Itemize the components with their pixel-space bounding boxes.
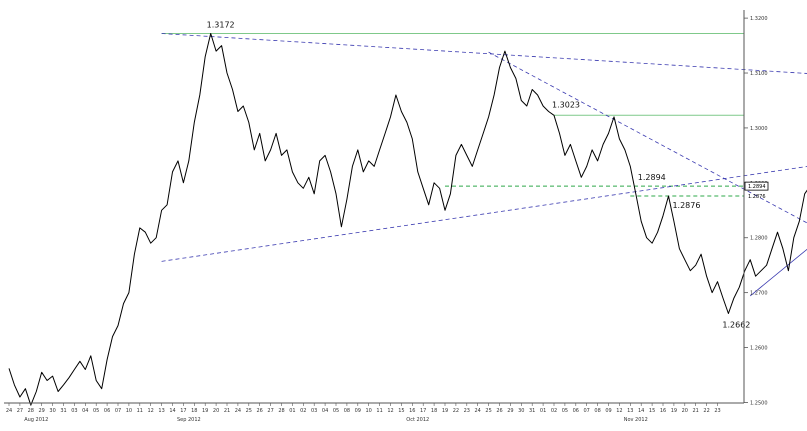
price-series	[8, 33, 807, 406]
last-value-frame	[744, 181, 769, 191]
x-tick-label-7: 04	[82, 408, 88, 414]
x-tick-label-45: 26	[496, 408, 502, 414]
last-value-box: 1.2894 1.2876	[744, 181, 769, 200]
x-tick-label-35: 12	[387, 408, 393, 414]
x-tick-label-52: 06	[573, 408, 579, 414]
x-tick-label-57: 13	[627, 408, 633, 414]
x-tick-label-44: 25	[485, 408, 491, 414]
x-tick-label-63: 21	[693, 408, 699, 414]
x-tick-label-65: 23	[714, 408, 720, 414]
x-tick-label-19: 20	[213, 408, 219, 414]
y-tick-label-4: 1.2800	[750, 236, 768, 242]
x-tick-label-38: 17	[420, 408, 426, 414]
x-tick-label-8: 05	[93, 408, 99, 414]
annotation-label-1: 1.3023	[552, 100, 580, 109]
x-axis-ticks: 24 27 28 29 30 31 03 04 05 06 07 10 11 12 13 14 17 18 19 20…	[6, 403, 721, 423]
x-tick-label-25: 28	[278, 408, 284, 414]
x-tick-label-46: 29	[507, 408, 513, 414]
x-tick-label-17: 18	[191, 408, 197, 414]
x-tick-label-21: 24	[235, 408, 241, 414]
x-tick-label-62: 20	[682, 408, 688, 414]
x-tick-label-37: 16	[409, 408, 415, 414]
x-tick-label-5: 31	[60, 408, 66, 414]
x-tick-label-54: 08	[594, 408, 600, 414]
last-value-secondary-label: 1.2876	[748, 194, 766, 200]
x-tick-label-42: 23	[464, 408, 470, 414]
x-tick-label-13: 12	[148, 408, 154, 414]
x-tick-label-55: 09	[605, 408, 611, 414]
horizontal-levels	[161, 32, 744, 197]
annotation-label-4: 1.2662	[722, 321, 750, 330]
trendlines	[161, 33, 807, 297]
x-tick-label-48: 31	[529, 408, 535, 414]
x-month-label-2: Oct 2012	[406, 417, 429, 423]
x-tick-label-4: 30	[49, 408, 55, 414]
x-tick-label-33: 10	[366, 408, 372, 414]
x-month-label-0: Aug 2012	[24, 417, 48, 423]
y-tick-label-0: 1.3200	[750, 16, 768, 22]
x-tick-label-50: 02	[551, 408, 557, 414]
x-tick-label-41: 22	[453, 408, 459, 414]
x-tick-label-47: 30	[518, 408, 524, 414]
x-tick-label-51: 05	[562, 408, 568, 414]
x-tick-label-60: 16	[660, 408, 666, 414]
x-tick-label-58: 14	[638, 408, 644, 414]
x-tick-label-1: 27	[17, 408, 23, 414]
x-tick-label-43: 24	[475, 408, 481, 414]
x-tick-label-16: 17	[180, 408, 186, 414]
x-tick-label-15: 14	[169, 408, 175, 414]
x-tick-label-23: 26	[257, 408, 263, 414]
y-tick-label-1: 1.3100	[750, 71, 768, 77]
x-tick-label-0: 24	[6, 408, 12, 414]
x-tick-label-6: 03	[71, 408, 77, 414]
x-tick-label-3: 29	[39, 408, 45, 414]
annotations: 1.3172 1.3023 1.2894 1.2876 1.2662	[207, 20, 751, 329]
y-tick-label-5: 1.2700	[750, 291, 768, 297]
x-tick-label-12: 11	[137, 408, 143, 414]
x-tick-label-53: 07	[584, 408, 590, 414]
annotation-label-3: 1.2876	[672, 201, 700, 210]
annotation-label-0: 1.3172	[207, 20, 235, 29]
x-tick-label-40: 19	[442, 408, 448, 414]
x-tick-label-36: 15	[398, 408, 404, 414]
x-tick-label-61: 19	[671, 408, 677, 414]
x-tick-label-29: 04	[322, 408, 328, 414]
x-tick-label-31: 08	[344, 408, 350, 414]
x-tick-label-24: 27	[267, 408, 273, 414]
x-tick-label-64: 22	[703, 408, 709, 414]
x-month-label-3: Nov 2012	[624, 417, 648, 423]
x-tick-label-39: 18	[431, 408, 437, 414]
last-value-label: 1.2894	[748, 184, 766, 190]
x-tick-label-56: 12	[616, 408, 622, 414]
trendline-1	[161, 166, 807, 262]
x-tick-label-28: 03	[311, 408, 317, 414]
price-line	[8, 33, 807, 406]
trendline-3	[749, 248, 807, 297]
y-tick-label-7: 1.2500	[750, 400, 768, 406]
y-tick-label-2: 1.3000	[750, 126, 768, 132]
y-tick-label-6: 1.2600	[750, 346, 768, 352]
x-tick-label-32: 09	[355, 408, 361, 414]
x-tick-label-26: 01	[289, 408, 295, 414]
x-month-label-1: Sep 2012	[177, 417, 201, 423]
x-tick-label-34: 11	[376, 408, 382, 414]
x-tick-label-2: 28	[28, 408, 34, 414]
x-tick-label-22: 25	[246, 408, 252, 414]
x-tick-label-20: 21	[224, 408, 230, 414]
x-tick-label-27: 02	[300, 408, 306, 414]
annotation-label-2: 1.2894	[638, 173, 666, 182]
x-tick-label-30: 05	[333, 408, 339, 414]
trendline-0	[161, 33, 807, 74]
x-tick-label-9: 06	[104, 408, 110, 414]
x-tick-label-18: 19	[202, 408, 208, 414]
x-tick-label-59: 15	[649, 408, 655, 414]
x-tick-label-14: 13	[158, 408, 164, 414]
x-tick-label-10: 07	[115, 408, 121, 414]
x-tick-label-11: 10	[126, 408, 132, 414]
x-tick-label-49: 01	[540, 408, 546, 414]
trendline-2	[488, 51, 807, 224]
